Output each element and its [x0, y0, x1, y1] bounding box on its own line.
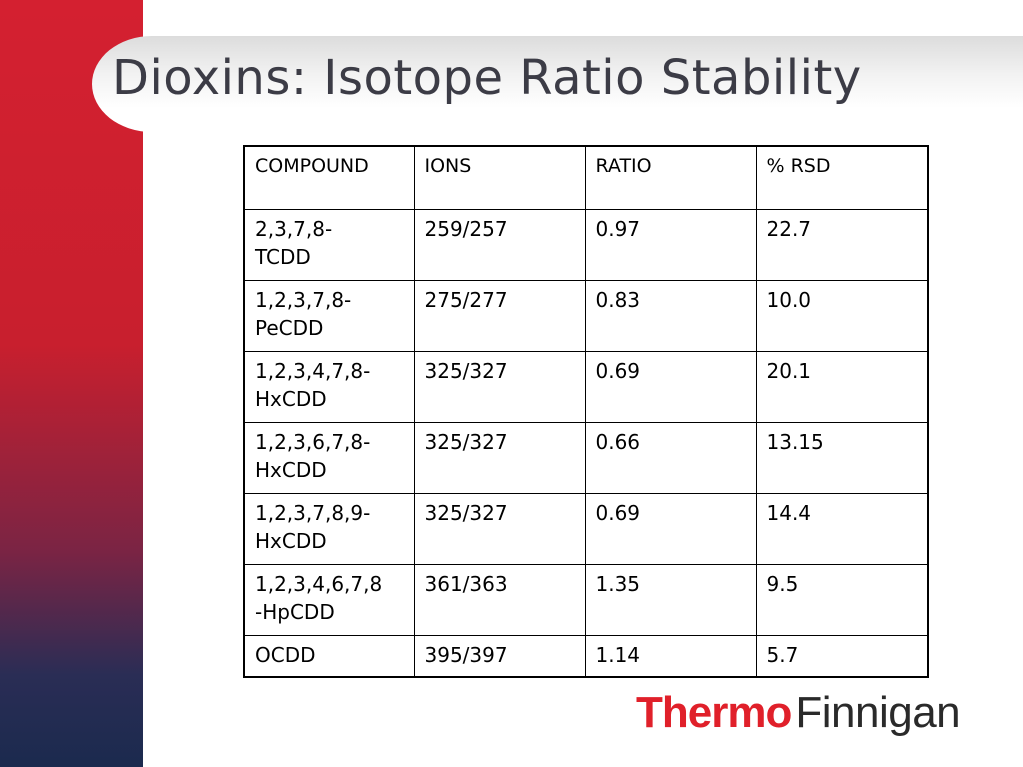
logo-finnigan-text: Finnigan [795, 688, 961, 737]
compound-line: 1,2,3,4,6,7,8 [255, 571, 383, 596]
ions-cell: 325/327 [413, 492, 586, 565]
ratio-cell: 0.83 [584, 279, 757, 352]
table-row: 1,2,3,7,8- PeCDD 275/277 0.83 10.0 [243, 279, 929, 352]
compound-line: HxCDD [255, 528, 327, 553]
ions-cell: 325/327 [413, 350, 586, 423]
isotope-ratio-table: COMPOUND IONS RATIO % RSD 2,3,7,8- TCDD 2… [243, 145, 929, 678]
ions-cell: 259/257 [413, 208, 586, 281]
compound-line: 1,2,3,6,7,8- [255, 429, 371, 454]
header-ratio: RATIO [584, 145, 757, 210]
header-ions: IONS [413, 145, 586, 210]
ions-cell: 275/277 [413, 279, 586, 352]
compound-line: OCDD [255, 642, 316, 667]
ratio-cell: 0.69 [584, 350, 757, 423]
compound-cell: 1,2,3,7,8- PeCDD [243, 279, 415, 352]
slide-title: Dioxins: Isotope Ratio Stability [112, 50, 862, 106]
header-rsd: % RSD [755, 145, 929, 210]
ions-cell: 395/397 [413, 634, 586, 678]
compound-cell: 1,2,3,7,8,9- HxCDD [243, 492, 415, 565]
rsd-cell: 22.7 [755, 208, 929, 281]
ratio-cell: 1.35 [584, 563, 757, 636]
ratio-cell: 0.69 [584, 492, 757, 565]
compound-line: 1,2,3,4,7,8- [255, 358, 371, 383]
table-row: OCDD 395/397 1.14 5.7 [243, 634, 929, 678]
table-row: 2,3,7,8- TCDD 259/257 0.97 22.7 [243, 208, 929, 281]
compound-cell: 2,3,7,8- TCDD [243, 208, 415, 281]
ratio-cell: 0.97 [584, 208, 757, 281]
table-row: 1,2,3,7,8,9- HxCDD 325/327 0.69 14.4 [243, 492, 929, 565]
table-header-row: COMPOUND IONS RATIO % RSD [243, 145, 929, 210]
side-gradient-bar [0, 0, 143, 767]
compound-cell: 1,2,3,6,7,8- HxCDD [243, 421, 415, 494]
header-compound: COMPOUND [243, 145, 415, 210]
rsd-cell: 5.7 [755, 634, 929, 678]
rsd-cell: 10.0 [755, 279, 929, 352]
compound-cell: OCDD [243, 634, 415, 678]
rsd-cell: 20.1 [755, 350, 929, 423]
compound-cell: 1,2,3,4,7,8- HxCDD [243, 350, 415, 423]
table-row: 1,2,3,4,7,8- HxCDD 325/327 0.69 20.1 [243, 350, 929, 423]
ions-cell: 361/363 [413, 563, 586, 636]
table-row: 1,2,3,4,6,7,8 -HpCDD 361/363 1.35 9.5 [243, 563, 929, 636]
compound-line: PeCDD [255, 315, 324, 340]
title-band [92, 36, 1023, 132]
rsd-cell: 9.5 [755, 563, 929, 636]
compound-line: 2,3,7,8- [255, 216, 333, 241]
compound-line: HxCDD [255, 457, 327, 482]
compound-line: -HpCDD [255, 599, 335, 624]
compound-line: 1,2,3,7,8- [255, 287, 352, 312]
rsd-cell: 13.15 [755, 421, 929, 494]
compound-line: 1,2,3,7,8,9- [255, 500, 371, 525]
ratio-cell: 1.14 [584, 634, 757, 678]
thermo-finnigan-logo: ThermoFinnigan [636, 688, 961, 738]
ratio-cell: 0.66 [584, 421, 757, 494]
compound-line: TCDD [255, 244, 311, 269]
compound-cell: 1,2,3,4,6,7,8 -HpCDD [243, 563, 415, 636]
table-row: 1,2,3,6,7,8- HxCDD 325/327 0.66 13.15 [243, 421, 929, 494]
ions-cell: 325/327 [413, 421, 586, 494]
rsd-cell: 14.4 [755, 492, 929, 565]
compound-line: HxCDD [255, 386, 327, 411]
logo-thermo-text: Thermo [636, 688, 792, 737]
